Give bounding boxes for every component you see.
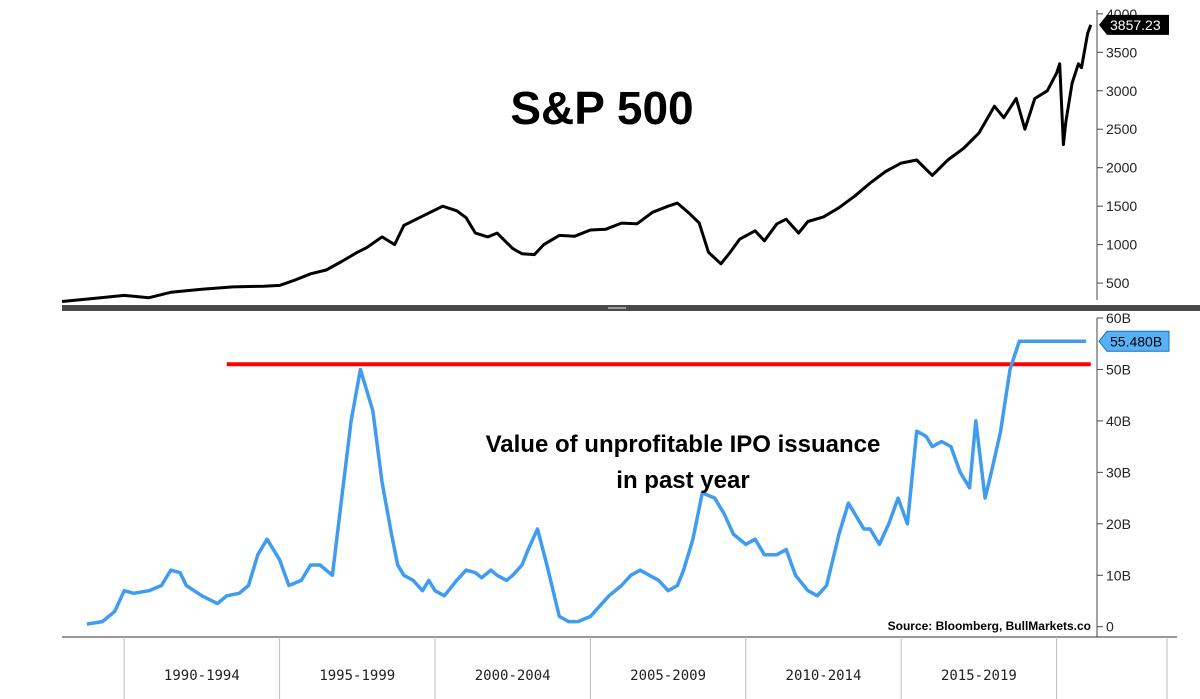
y-tick-label: 30B	[1106, 464, 1131, 480]
sp500-last-value-tag: 3857.23	[1099, 14, 1169, 35]
x-tick-label: 2010-2014	[786, 668, 862, 684]
chart-title: S&P 500	[510, 82, 693, 134]
ipo-issuance-line	[86, 339, 1087, 626]
y-tick-label: 1500	[1106, 198, 1137, 214]
y-tick-label: 20B	[1106, 516, 1131, 532]
divider-handle[interactable]	[608, 307, 626, 309]
last-value-label: 3857.23	[1110, 17, 1161, 33]
y-tick-label: 2000	[1106, 160, 1137, 176]
annotation-line-2: in past year	[616, 467, 749, 494]
y-tick-label: 60B	[1106, 310, 1131, 326]
y-tick-label: 500	[1106, 275, 1130, 291]
source-note: Source: Bloomberg, BullMarkets.co	[888, 619, 1091, 633]
last-value-label: 55.480B	[1110, 333, 1162, 349]
y-tick-label: 40B	[1106, 413, 1131, 429]
sp500-panel: S&P 500 5001000150020002500300035004000 …	[61, 6, 1169, 303]
y-tick-label: 3000	[1106, 83, 1137, 99]
x-tick-label: 1990-1994	[164, 668, 240, 684]
x-axis: 1990-1994 1995-1999 2000-2004 2005-2009 2010…	[62, 636, 1177, 699]
y-tick-label: 2500	[1106, 121, 1137, 137]
y-tick-label: 10B	[1106, 567, 1131, 583]
y-tick-label: 3500	[1106, 44, 1137, 60]
sp500-line	[61, 24, 1093, 303]
annotation-line-1: Value of unprofitable IPO issuance	[486, 431, 881, 458]
x-tick-label: 2005-2009	[630, 668, 706, 684]
y-tick-label: 50B	[1106, 361, 1131, 377]
y-tick-label: 0	[1106, 619, 1114, 635]
y-tick-label: 1000	[1106, 237, 1137, 253]
ipo-y-axis: 0 10B 20B 30B 40B 50B 60B	[1096, 310, 1131, 637]
x-tick-label: 2000-2004	[475, 668, 551, 684]
panel-divider[interactable]	[62, 305, 1200, 311]
ipo-last-value-tag: 55.480B	[1098, 330, 1170, 352]
ipo-panel: 0 10B 20B 30B 40B 50B 60B Value of unprofitabl…	[62, 310, 1177, 699]
x-tick-label: 1995-1999	[319, 668, 395, 684]
x-tick-label: 2015-2019	[941, 668, 1017, 684]
